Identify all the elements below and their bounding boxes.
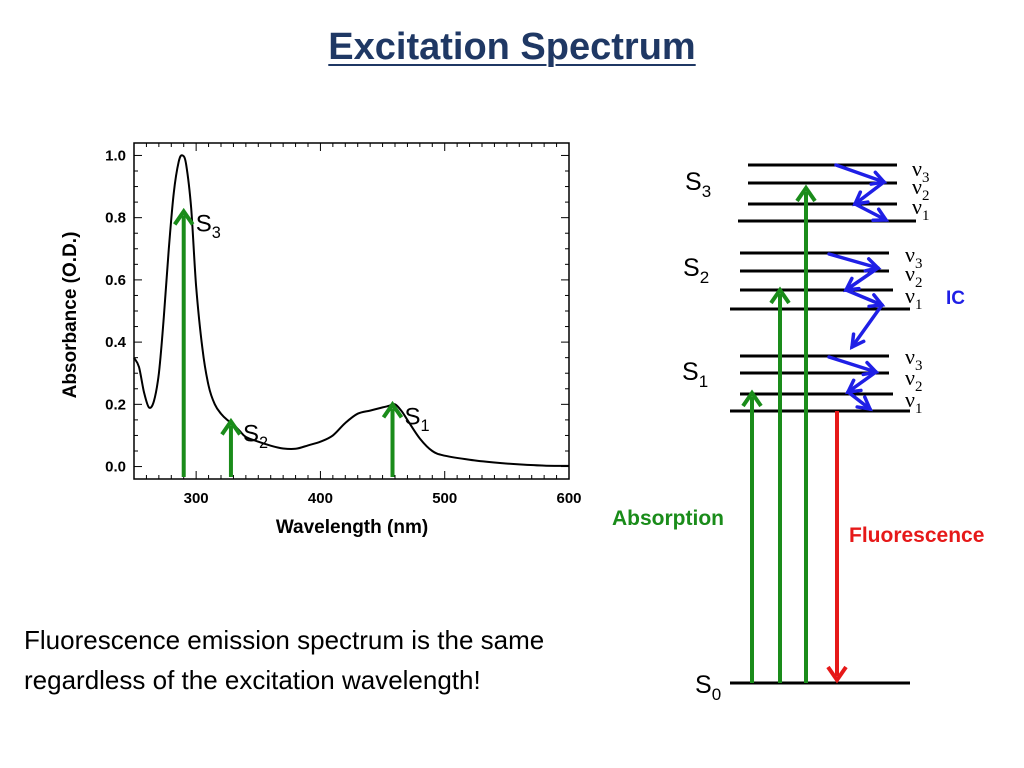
x-tick-label: 500 xyxy=(432,490,457,507)
energy-levels xyxy=(730,163,916,685)
ic-arrow-segment xyxy=(844,266,880,292)
y-tick-label: 0.4 xyxy=(105,334,127,351)
x-tick-label: 300 xyxy=(184,490,209,507)
excitation-arrowhead xyxy=(173,207,195,226)
excitation-label-S2: S2 xyxy=(243,420,268,452)
vib-label-ν1: ν1 xyxy=(912,194,929,224)
ic-arrowhead xyxy=(855,395,873,412)
vib-label-ν1: ν1 xyxy=(905,387,922,417)
absorption-label: Absorption xyxy=(612,507,724,530)
excitation-label-S3: S3 xyxy=(196,210,221,242)
ic-arrow-segment xyxy=(846,370,878,394)
absorbance-curve xyxy=(133,154,570,467)
state-label-S2: S2 xyxy=(683,254,709,287)
vib-label-ν2: ν2 xyxy=(905,365,922,395)
state-label-S3: S3 xyxy=(685,168,711,201)
ic-arrow-segment xyxy=(844,288,884,307)
ic-arrow-segment xyxy=(827,355,878,374)
ic-arrow-segment xyxy=(834,163,886,184)
chart-ticks: 300 400 500 600 0.0 0.2 0.4 0.6 0.8 1.0 xyxy=(105,143,582,507)
ic-arrow-segment xyxy=(827,252,880,270)
absorption-arrowhead xyxy=(741,389,763,408)
slide-title-text: Excitation Spectrum xyxy=(328,26,696,68)
vib-label-ν1: ν1 xyxy=(905,283,922,313)
y-tick-label: 0.6 xyxy=(105,272,126,289)
y-tick-label: 0.8 xyxy=(105,210,126,227)
ic-arrow-segment xyxy=(853,180,886,206)
excitation-arrowhead xyxy=(381,400,404,419)
fluorescence-arrow xyxy=(826,411,848,684)
y-tick-label: 1.0 xyxy=(105,147,126,164)
excitation-arrowhead xyxy=(220,417,242,436)
y-tick-label: 0.2 xyxy=(105,396,126,413)
vib-label-ν2: ν2 xyxy=(905,261,922,291)
fluorescence-label: Fluorescence xyxy=(849,524,984,547)
excitation-label-S1: S1 xyxy=(405,403,430,435)
vib-label-ν3: ν3 xyxy=(912,156,929,186)
vib-label-ν3: ν3 xyxy=(905,344,922,374)
absorption-arrowhead xyxy=(769,286,791,305)
x-axis-label: Wavelength (nm) xyxy=(276,517,428,538)
absorption-arrowhead xyxy=(795,184,817,203)
state-label-S0: S0 xyxy=(695,671,721,704)
ic-arrow-segment xyxy=(850,303,884,349)
ic-arrow-segment xyxy=(853,202,888,222)
excitation-arrows: S3 S2 S1 xyxy=(173,207,430,477)
slide-caption: Fluorescence emission spectrum is the sa… xyxy=(24,625,545,695)
internal-conversion-arrows xyxy=(827,163,890,412)
slide-title: Excitation Spectrum xyxy=(0,26,1024,69)
y-axis-label: Absorbance (O.D.) xyxy=(60,232,81,399)
ic-arrow-segment xyxy=(846,390,872,411)
y-tick-label: 0.0 xyxy=(105,459,126,476)
x-tick-label: 400 xyxy=(308,490,333,507)
x-tick-label: 600 xyxy=(556,490,581,507)
vib-label-ν3: ν3 xyxy=(905,242,922,272)
state-label-S1: S1 xyxy=(682,358,708,391)
vib-label-ν2: ν2 xyxy=(912,174,929,204)
state-labels: S0 S1 S2 S3 xyxy=(682,168,721,704)
ic-label: IC xyxy=(946,288,965,309)
ic-arrowhead xyxy=(871,207,890,223)
fluorescence-arrowhead xyxy=(826,665,848,684)
ic-arrowhead xyxy=(849,332,866,350)
absorption-arrows xyxy=(741,184,817,683)
